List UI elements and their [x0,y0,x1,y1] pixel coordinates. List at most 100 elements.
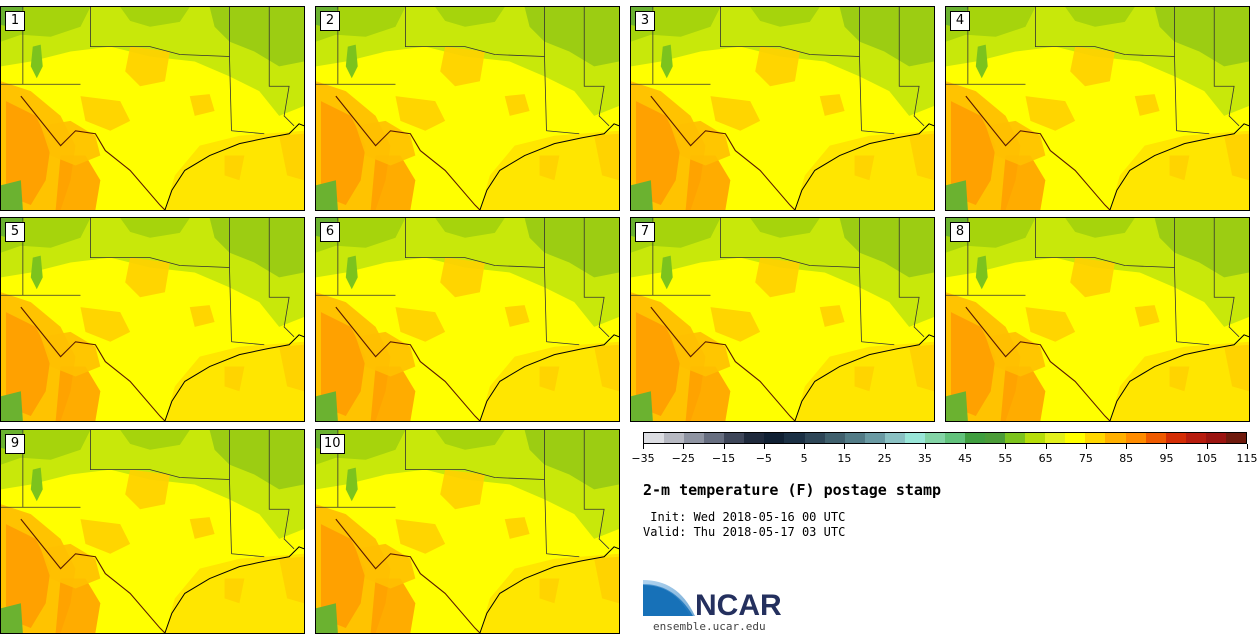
colorbar-segment [1145,433,1166,443]
colorbar-tick [804,444,806,449]
colorbar-tick [1247,444,1248,449]
member-panel-3: 3 [630,6,935,211]
member-number: 8 [950,222,970,242]
colorbar-segment [884,433,905,443]
colorbar-tick-label: −5 [755,452,772,465]
temperature-colorbar [643,432,1247,444]
member-panel-7: 7 [630,217,935,422]
colorbar-tick-label: 45 [958,452,973,465]
logo-text: NCAR [695,589,782,622]
colorbar-segment [864,433,885,443]
temperature-map [946,218,1249,421]
colorbar-tick [683,444,685,449]
colorbar-ticks: −35 −25 −15 −5 5 15 25 35 45 55 65 75 85 95 105 115 [631,444,1258,468]
temperature-map [316,430,619,633]
member-panel-4: 4 [945,6,1250,211]
init-time: Init: Wed 2018-05-16 00 UTC [643,510,846,524]
member-number: 4 [950,11,970,31]
temperature-map [316,218,619,421]
colorbar-tick [1005,444,1007,449]
colorbar-segment [1025,433,1046,443]
colorbar-segment [644,433,665,443]
website-url: ensemble.ucar.edu [653,620,766,633]
colorbar-segment [1165,433,1186,443]
colorbar-tick-label: −25 [671,452,695,465]
member-panel-9: 9 [0,429,305,634]
colorbar-segment [804,433,825,443]
colorbar-tick-label: 5 [800,452,808,465]
colorbar-segment [1225,433,1246,443]
member-panel-6: 6 [315,217,620,422]
colorbar-tick-label: 35 [917,452,932,465]
member-number: 6 [320,222,340,242]
colorbar-tick-label: 75 [1078,452,1093,465]
member-number: 2 [320,11,340,31]
colorbar-segment [824,433,845,443]
plot-title: 2-m temperature (F) postage stamp [643,481,942,499]
ncar-logo: NCAR [643,580,782,622]
colorbar-segment [1045,433,1066,443]
colorbar-tick [1206,444,1208,449]
colorbar-tick-label: 95 [1159,452,1174,465]
colorbar-segment [764,433,785,443]
member-number: 3 [635,11,655,31]
colorbar-tick [924,444,926,449]
colorbar-segment [1085,433,1106,443]
colorbar-tick-label: −35 [631,452,655,465]
colorbar-segment [924,433,945,443]
colorbar-tick [884,444,886,449]
valid-time: Valid: Thu 2018-05-17 03 UTC [643,525,846,539]
colorbar-tick [763,444,765,449]
colorbar-segment [744,433,765,443]
colorbar-tick-label: 115 [1236,452,1258,465]
temperature-map [631,7,934,210]
temperature-map [631,218,934,421]
member-panel-8: 8 [945,217,1250,422]
colorbar-tick [844,444,846,449]
colorbar-segment [1205,433,1226,443]
member-panel-2: 2 [315,6,620,211]
colorbar-segment [724,433,745,443]
member-number: 9 [5,434,25,454]
colorbar-segment [664,433,685,443]
colorbar-tick-label: 55 [998,452,1013,465]
colorbar-segment [1105,433,1126,443]
temperature-map [1,430,304,633]
colorbar-segment [704,433,725,443]
temperature-map [1,218,304,421]
member-panel-5: 5 [0,217,305,422]
colorbar-tick [1166,444,1168,449]
colorbar-tick [965,444,967,449]
colorbar-segment [1005,433,1026,443]
colorbar-tick-label: 25 [877,452,892,465]
colorbar-segment [1185,433,1206,443]
colorbar-segment [944,433,965,443]
colorbar-segment [784,433,805,443]
colorbar-tick [643,444,644,449]
colorbar-segment [844,433,865,443]
colorbar-tick [1085,444,1087,449]
temperature-map [316,7,619,210]
colorbar-segment [1065,433,1086,443]
member-panel-10: 10 [315,429,620,634]
colorbar-segment [965,433,986,443]
colorbar-tick [1045,444,1047,449]
colorbar-tick-label: 65 [1038,452,1053,465]
colorbar-tick-label: 85 [1119,452,1134,465]
member-number: 1 [5,11,25,31]
temperature-map [1,7,304,210]
member-panel-1: 1 [0,6,305,211]
colorbar-segment [1125,433,1146,443]
colorbar-tick-label: −15 [711,452,736,465]
colorbar-tick [723,444,725,449]
member-number: 10 [320,434,345,454]
temperature-map [946,7,1249,210]
member-number: 7 [635,222,655,242]
colorbar-tick-label: 15 [837,452,852,465]
member-number: 5 [5,222,25,242]
colorbar-segment [904,433,925,443]
colorbar-tick-label: 105 [1196,452,1218,465]
colorbar-segment [985,433,1006,443]
colorbar-tick [1126,444,1128,449]
colorbar-segment [684,433,705,443]
